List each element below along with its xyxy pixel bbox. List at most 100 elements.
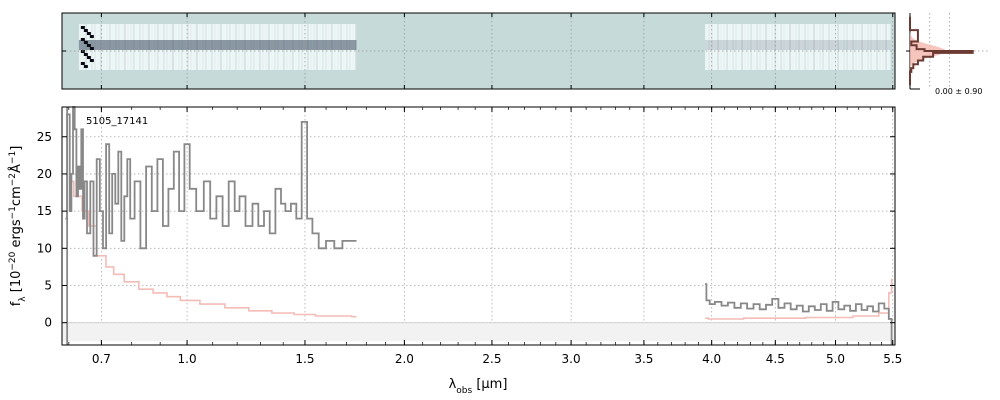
- striation: [819, 24, 822, 70]
- striation: [822, 24, 825, 70]
- striation: [870, 24, 873, 70]
- noise-pixel: [83, 29, 88, 32]
- striation: [789, 24, 792, 70]
- noise-pixel: [80, 62, 85, 65]
- striation: [807, 24, 810, 70]
- spectrum-2d-segments: [78, 24, 891, 70]
- noise-pixel: [80, 50, 85, 53]
- striation: [888, 24, 891, 70]
- noise-pixel: [89, 59, 94, 62]
- striation: [732, 24, 735, 70]
- x-tick-label: 3.5: [634, 352, 653, 366]
- striation: [864, 24, 867, 70]
- noise-pixel: [83, 65, 88, 68]
- flux-series: [65, 106, 357, 257]
- striation: [762, 24, 765, 70]
- striation: [801, 24, 804, 70]
- y-tick-label: 0: [44, 316, 52, 330]
- striation: [759, 24, 762, 70]
- striation: [879, 24, 882, 70]
- striation: [885, 24, 888, 70]
- spectrum-2d-segment: [78, 24, 357, 70]
- x-tick-label: 2.0: [395, 352, 414, 366]
- striation: [810, 24, 813, 70]
- striation: [708, 24, 711, 70]
- striation: [735, 24, 738, 70]
- striation: [780, 24, 783, 70]
- x-tick-label: 5.5: [883, 352, 902, 366]
- spectrum-2d-frame: [61, 12, 896, 90]
- y-axis-label: fλ [10−20 ergs−1cm−2Å−1]: [8, 146, 28, 307]
- striation: [825, 24, 828, 70]
- striation: [795, 24, 798, 70]
- striation: [831, 24, 834, 70]
- spectrum-2d-segment: [705, 24, 891, 70]
- y-tick-labels: 0 5 10 15 20 25: [37, 130, 52, 330]
- striation: [852, 24, 855, 70]
- x-tick-label: 5.0: [826, 352, 845, 366]
- y-tick-label: 10: [37, 241, 52, 255]
- striation: [714, 24, 717, 70]
- y-tick-label: 5: [44, 279, 52, 293]
- object-id-label: 5105_17141: [86, 116, 148, 127]
- x-tick-labels: 0.7 1.0 1.5 2.0 2.5 3.0 3.5 4.0 4.5 5.0 5.5: [92, 352, 902, 366]
- striation: [738, 24, 741, 70]
- striation: [840, 24, 843, 70]
- striation: [843, 24, 846, 70]
- spatial-profile-marks: [906, 16, 974, 90]
- striation: [723, 24, 726, 70]
- striation: [720, 24, 723, 70]
- striation: [834, 24, 837, 70]
- x-tick-label: 1.0: [178, 352, 197, 366]
- spectrum-2d-ticks: [62, 13, 894, 89]
- striation: [858, 24, 861, 70]
- zero-shade: [62, 322, 895, 342]
- striation: [726, 24, 729, 70]
- x-tick-label: 4.5: [766, 352, 785, 366]
- spectrum-1d-frame: [61, 106, 896, 346]
- x-tick-label: 1.5: [295, 352, 314, 366]
- striation: [855, 24, 858, 70]
- noise-pixel: [83, 53, 88, 56]
- striation: [711, 24, 714, 70]
- x-tick-label: 3.0: [562, 352, 581, 366]
- striation: [717, 24, 720, 70]
- trace-band: [705, 40, 891, 50]
- spectrum-1d-panel: 0.7 1.0 1.5 2.0 2.5 3.0 3.5 4.0 4.5 5.0 5.5 0 5 10 15…: [8, 106, 902, 396]
- spectrum-2d-grid: [62, 13, 895, 89]
- profile-line: [909, 16, 974, 86]
- spectrum-1d-background: [62, 107, 895, 345]
- striation: [873, 24, 876, 70]
- striation: [774, 24, 777, 70]
- striation: [849, 24, 852, 70]
- x-tick-label: 4.0: [702, 352, 721, 366]
- striation: [750, 24, 753, 70]
- striation: [753, 24, 756, 70]
- striation: [816, 24, 819, 70]
- striation: [765, 24, 768, 70]
- striation: [777, 24, 780, 70]
- x-tick-label: 0.7: [92, 352, 111, 366]
- striation: [798, 24, 801, 70]
- noise-pixel: [86, 56, 91, 59]
- striation: [804, 24, 807, 70]
- flux-series: [705, 283, 893, 345]
- trace-band: [78, 40, 357, 50]
- striation: [744, 24, 747, 70]
- noise-pixel: [80, 26, 85, 29]
- spatial-profile-annotation: 0.00 ± 0.90: [935, 87, 982, 96]
- striation: [813, 24, 816, 70]
- y-tick-label: 25: [37, 130, 52, 144]
- striation: [867, 24, 870, 70]
- segment-body: [705, 24, 891, 70]
- striation: [771, 24, 774, 70]
- error-series: [705, 278, 893, 320]
- striation: [882, 24, 885, 70]
- x-tick-label: 2.5: [482, 352, 501, 366]
- noise-pixel: [89, 35, 94, 38]
- striation: [846, 24, 849, 70]
- spectrum-1d-series: [65, 106, 893, 345]
- spectrum-1d-ticks: [62, 107, 895, 345]
